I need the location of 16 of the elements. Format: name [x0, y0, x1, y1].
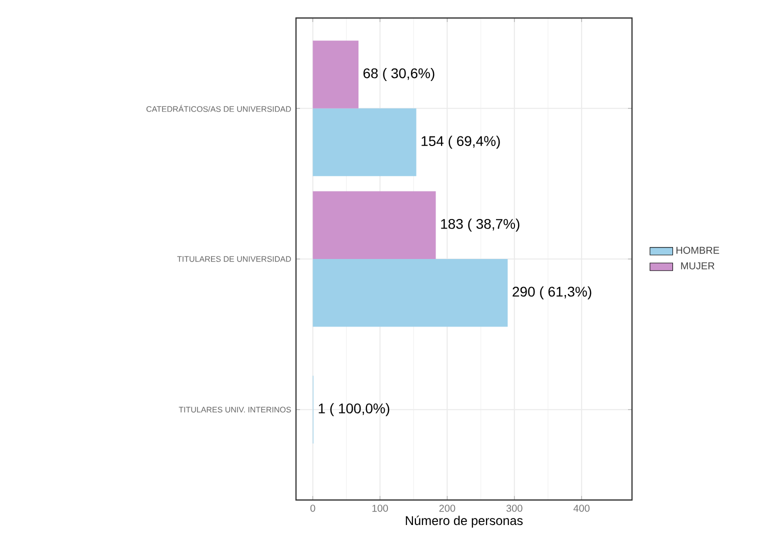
legend-label: MUJER [681, 262, 714, 270]
data-label: 183 ( 38,7%) [441, 218, 520, 232]
x-tick-label: 200 [439, 504, 456, 512]
y-tick-label: TITULARES DE UNIVERSIDAD [177, 256, 291, 262]
x-tick-label: 300 [506, 504, 522, 512]
data-label: 290 ( 61,3%) [512, 286, 592, 300]
x-axis-title: Número de personas [406, 516, 523, 528]
y-tick-label: TITULARES UNIV. INTERINOS [178, 406, 291, 412]
x-tick-label: 400 [573, 504, 590, 512]
data-label: 154 ( 69,4%) [422, 136, 500, 149]
x-tick-label: 100 [372, 504, 388, 512]
data-label: 1 ( 100,0%) [318, 403, 390, 416]
y-tick-label: CATEDRÁTICOS/AS DE UNIVERSIDAD [146, 104, 291, 112]
x-tick-label: 0 [310, 504, 316, 512]
legend-label: HOMBRE [676, 246, 720, 254]
data-label: 68 ( 30,6%) [363, 68, 434, 82]
